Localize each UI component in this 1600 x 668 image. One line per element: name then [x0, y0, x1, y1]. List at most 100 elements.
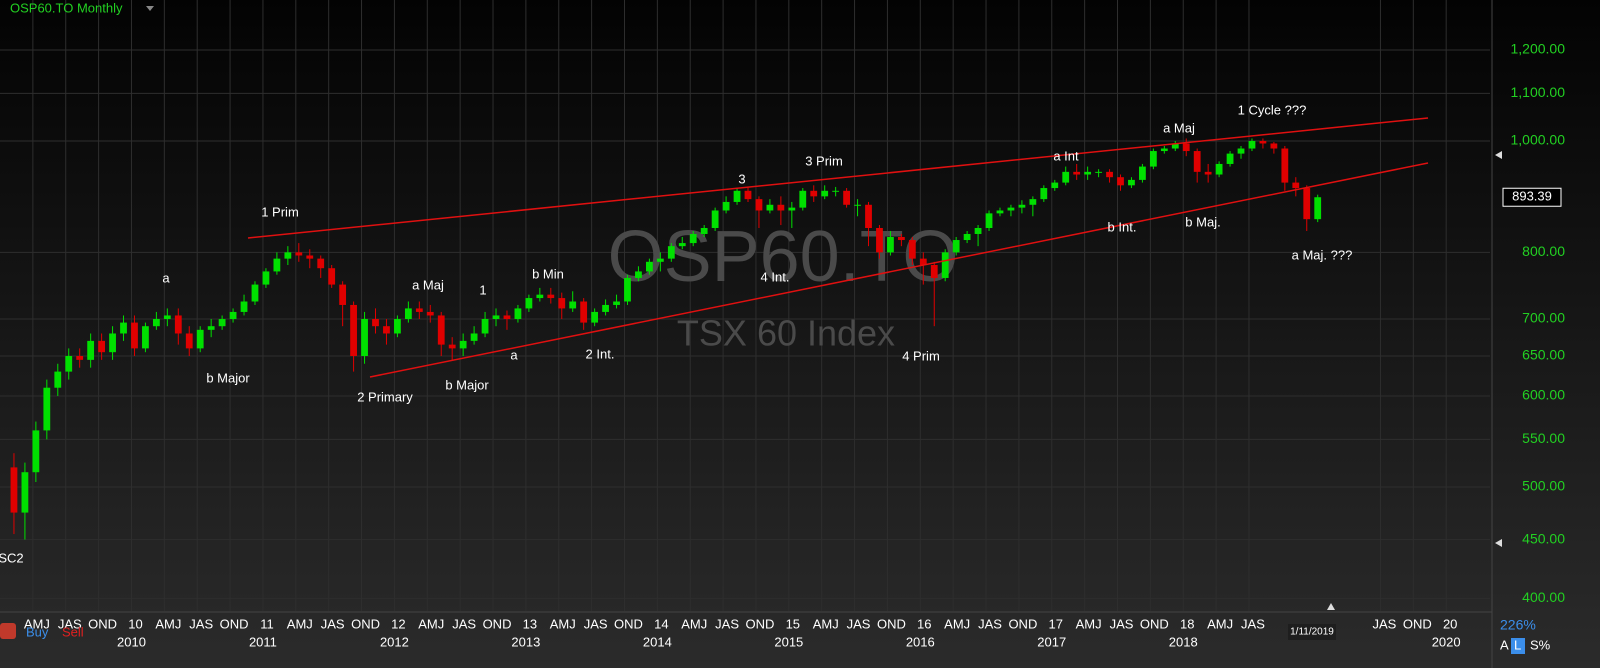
x-tick-label: OND [614, 616, 643, 631]
x-year-label: 2012 [380, 634, 409, 649]
annotation: 4 Prim [902, 348, 940, 363]
percent-toggle[interactable]: S% [1530, 637, 1551, 652]
title-dropdown[interactable] [146, 6, 154, 11]
candle-body [1270, 143, 1278, 149]
candle-body [229, 311, 237, 320]
candle-body [1084, 171, 1092, 175]
candle-body [1182, 143, 1190, 152]
marker [1495, 539, 1502, 547]
annotation: a Maj [1163, 120, 1195, 135]
candle-body [1226, 153, 1234, 164]
buy-button[interactable]: Buy [26, 624, 49, 639]
trendline [369, 162, 1429, 378]
annotation: a Maj [412, 277, 444, 292]
x-year-label: 2020 [1432, 634, 1461, 649]
annotation: 4 Int. [761, 269, 790, 284]
candle-body [415, 308, 423, 312]
candle-body [941, 252, 949, 278]
candle-body [492, 315, 500, 320]
x-tick-label: 18 [1180, 616, 1194, 631]
candle-body [810, 190, 818, 197]
x-tick-label: OND [88, 616, 117, 631]
annotation: 3 Prim [805, 153, 843, 168]
x-tick-label: AMJ [944, 616, 970, 631]
candle-body [273, 258, 281, 272]
candle-body [43, 387, 51, 431]
x-tick-label: AMJ [1076, 616, 1102, 631]
trendline [247, 117, 1429, 239]
candle-body [218, 319, 226, 327]
candle-body [65, 356, 73, 372]
annotation: a Maj. ??? [1292, 247, 1353, 262]
sell-button[interactable]: Sell [62, 624, 84, 639]
candle-body [448, 344, 456, 349]
x-tick-label: AMJ [155, 616, 181, 631]
candle-body [667, 246, 675, 259]
x-tick-label: OND [1403, 616, 1432, 631]
candle-body [799, 190, 807, 208]
candle-body [1007, 207, 1015, 211]
trade-icon[interactable] [0, 623, 16, 639]
candle-body [635, 271, 642, 278]
candle-body [54, 371, 62, 388]
candle-body [131, 322, 138, 349]
candle-body [1149, 151, 1157, 167]
x-year-label: 2016 [906, 634, 935, 649]
x-tick-label: AMJ [418, 616, 444, 631]
candle-body [887, 236, 894, 253]
cursor-date: 1/11/2019 [1290, 627, 1334, 638]
candle-body [76, 356, 84, 360]
candle-body [1314, 197, 1322, 220]
candle-body [963, 233, 971, 241]
y-tick-label: 600.00 [1522, 387, 1565, 403]
candle-body [1062, 171, 1070, 183]
candle-body [766, 204, 774, 211]
annotation: a [162, 270, 170, 285]
annotation: 1 Cycle ??? [1238, 102, 1307, 117]
candle-body [481, 319, 489, 334]
trendlines [247, 117, 1429, 378]
candle-body [558, 298, 566, 309]
annotations: SC2 a b Major 1 Prim 2 Primary a Maj b Major 1 a… [0, 102, 1352, 565]
candle-body [383, 326, 390, 334]
log-toggle[interactable]: L [1514, 637, 1521, 652]
candle-body [1292, 182, 1300, 189]
candle-body [919, 258, 927, 265]
last-price-box [1502, 187, 1562, 207]
candle-body [843, 190, 850, 205]
annotation: 2 Primary [357, 389, 413, 404]
candle-body [700, 228, 708, 234]
candle-body [908, 240, 916, 259]
x-tick-label: AMJ [813, 616, 839, 631]
candle-body [1281, 148, 1289, 183]
cursor-date-box [1288, 624, 1336, 640]
candle-body [98, 340, 105, 353]
x-tick-label: JAS [978, 616, 1002, 631]
candle-body [361, 319, 368, 357]
candle-body [1160, 148, 1168, 152]
candle-body [974, 228, 982, 234]
x-tick-label: AMJ [24, 616, 50, 631]
y-tick-label: 500.00 [1522, 478, 1565, 494]
candle-body [372, 319, 379, 327]
candle-body [755, 199, 763, 211]
zoom[interactable]: 226% [1500, 617, 1536, 633]
annotation: 3 [738, 171, 745, 186]
log-toggle-bg[interactable] [1511, 638, 1525, 654]
candle-body [897, 236, 905, 241]
candle-body [262, 271, 270, 285]
x-tick-label: JAS [189, 616, 213, 631]
x-tick-label: JAS [1241, 616, 1265, 631]
x-tick-label: 12 [391, 616, 405, 631]
candle-body [174, 315, 182, 334]
y-tick-label: 1,200.00 [1511, 41, 1566, 57]
annotation: 2 Int. [586, 346, 615, 361]
annotation: a Int [1053, 148, 1079, 163]
candle-body [985, 213, 993, 229]
candle-body [503, 315, 511, 320]
candle-body [21, 472, 29, 513]
auto-scale[interactable]: A [1500, 637, 1509, 652]
candle-body [207, 326, 215, 330]
